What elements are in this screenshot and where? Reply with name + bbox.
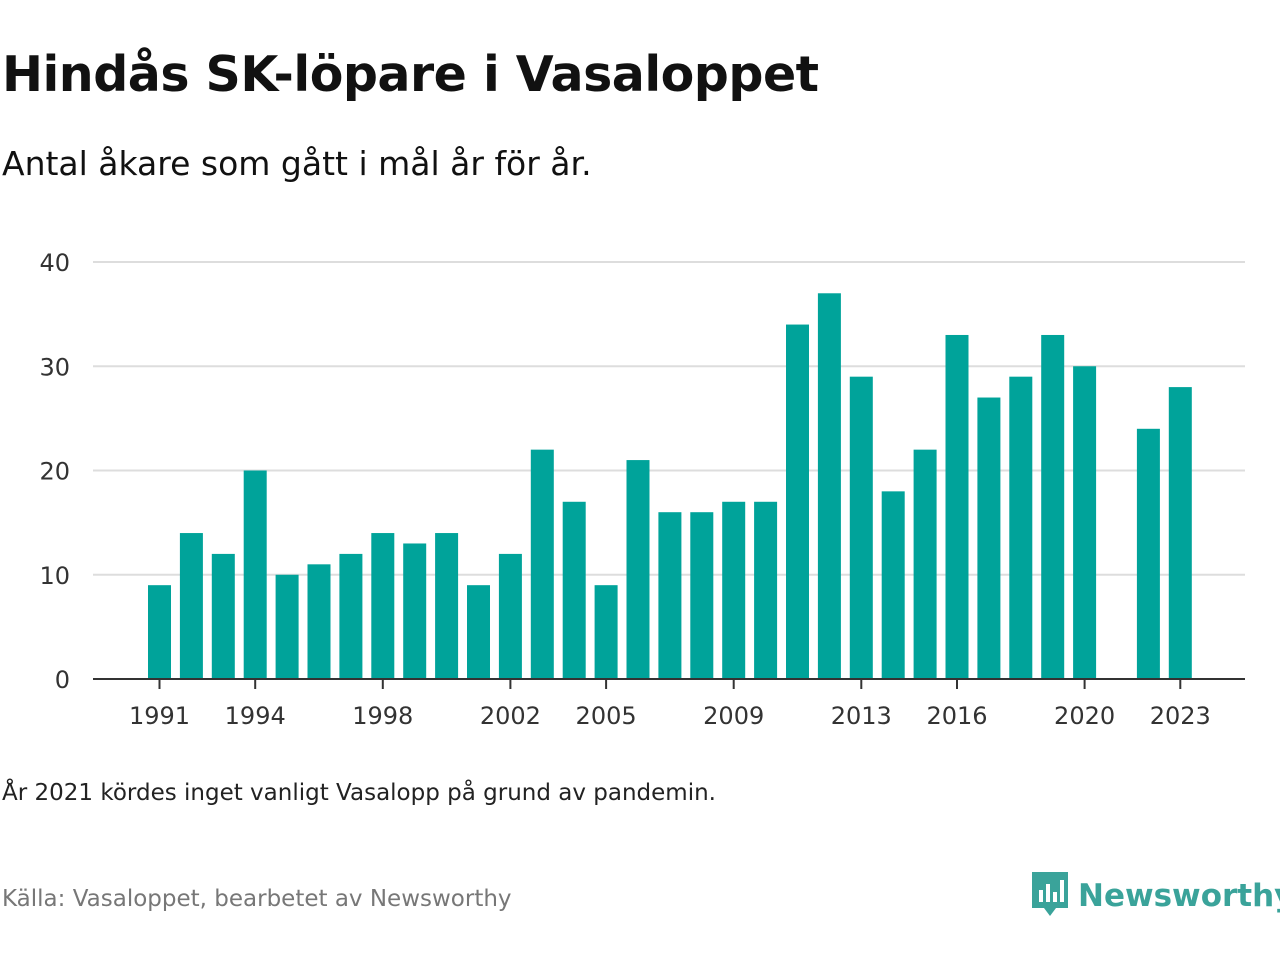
bar bbox=[913, 449, 937, 679]
newsworthy-logo-icon bbox=[1030, 870, 1070, 922]
bar bbox=[1168, 387, 1192, 679]
x-tick-label: 2020 bbox=[1054, 702, 1115, 730]
x-tick-label: 1991 bbox=[129, 702, 190, 730]
x-tick-label: 2005 bbox=[576, 702, 637, 730]
bar bbox=[881, 491, 905, 679]
bar bbox=[307, 564, 331, 679]
bar bbox=[243, 470, 267, 679]
y-tick-label: 40 bbox=[39, 249, 70, 277]
bar bbox=[722, 501, 746, 679]
bar bbox=[148, 585, 171, 679]
bar bbox=[498, 553, 522, 679]
bar bbox=[594, 585, 618, 679]
bar bbox=[403, 543, 427, 679]
x-tick-label: 2016 bbox=[926, 702, 987, 730]
chart-title: Hindås SK-löpare i Vasaloppet bbox=[2, 46, 819, 103]
brand-name: Newsworthy bbox=[1078, 878, 1280, 914]
bar bbox=[1136, 428, 1160, 679]
bar bbox=[754, 501, 778, 679]
x-tick-label: 2023 bbox=[1150, 702, 1211, 730]
y-tick-label: 30 bbox=[39, 353, 70, 381]
bar bbox=[849, 376, 873, 679]
x-tick-label: 1998 bbox=[352, 702, 413, 730]
x-tick-label: 2002 bbox=[480, 702, 541, 730]
brand: Newsworthy bbox=[1030, 870, 1280, 922]
x-tick-label: 1994 bbox=[225, 702, 286, 730]
y-tick-label: 10 bbox=[39, 562, 70, 590]
bar bbox=[530, 449, 554, 679]
bar bbox=[275, 574, 299, 679]
source-note: Källa: Vasaloppet, bearbetet av Newswort… bbox=[2, 886, 512, 912]
bar bbox=[945, 334, 969, 679]
bar bbox=[1041, 334, 1065, 679]
x-tick-label: 2013 bbox=[831, 702, 892, 730]
bar bbox=[339, 553, 363, 679]
bar bbox=[977, 397, 1001, 679]
bar bbox=[467, 585, 490, 679]
x-tick-label: 2009 bbox=[703, 702, 764, 730]
bar bbox=[658, 512, 682, 679]
bar bbox=[562, 501, 586, 679]
y-tick-label: 20 bbox=[39, 458, 70, 486]
bar bbox=[786, 324, 809, 679]
bar bbox=[179, 533, 203, 679]
footnote: År 2021 kördes inget vanligt Vasalopp på… bbox=[2, 780, 716, 806]
bar bbox=[371, 533, 395, 679]
bar bbox=[817, 293, 841, 679]
chart-subtitle: Antal åkare som gått i mål år för år. bbox=[2, 144, 592, 183]
bar bbox=[626, 460, 650, 679]
bar bbox=[435, 533, 459, 679]
bar bbox=[211, 553, 235, 679]
bar bbox=[1009, 376, 1033, 679]
bar bbox=[690, 512, 714, 679]
bar-chart: 0 10 20 30 40 1991 1994 1998 2002 2005 2009 2013 201… bbox=[39, 249, 1245, 730]
y-tick-label: 0 bbox=[55, 666, 70, 694]
bar bbox=[1073, 366, 1097, 679]
